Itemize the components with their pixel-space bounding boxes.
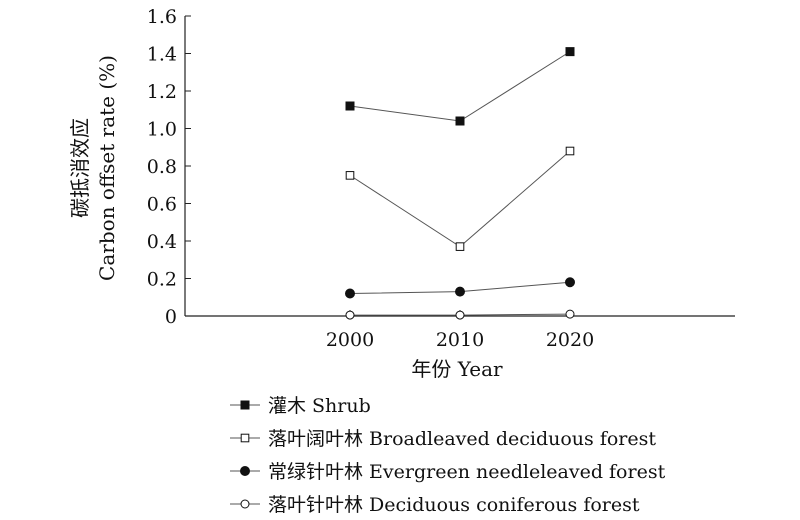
data-point xyxy=(345,288,355,299)
y-tick-label: 0 xyxy=(165,306,177,328)
legend-item: 灌木 Shrub xyxy=(230,395,371,417)
data-point xyxy=(455,116,465,126)
y-tick-label: 0.8 xyxy=(147,156,177,178)
x-axis-label: 年份 Year xyxy=(411,357,503,381)
y-tick-label: 1.2 xyxy=(147,81,177,103)
y-ticks: 0 0.2 0.4 0.6 0.8 1.0 1.2 1.4 1.6 xyxy=(147,6,191,328)
x-tick-label: 2020 xyxy=(546,329,594,351)
legend-marker xyxy=(240,433,250,443)
legend-item: 常绿针叶林 Evergreen needleleaved forest xyxy=(230,461,666,483)
series-line xyxy=(349,150,571,248)
legend-marker xyxy=(240,400,250,410)
plot-area: 0 0.2 0.4 0.6 0.8 1.0 1.2 1.4 1.6 2000 2010 2020 xyxy=(147,6,735,351)
legend-label: 落叶阔叶林 Broadleaved deciduous forest xyxy=(268,428,656,450)
data-point xyxy=(345,171,355,180)
data-point xyxy=(345,310,355,320)
data-point xyxy=(455,242,465,251)
data-point xyxy=(565,47,575,57)
data-point xyxy=(565,309,575,319)
x-ticks: 2000 2010 2020 xyxy=(326,310,594,351)
series-1 xyxy=(345,47,575,126)
x-tick-label: 2000 xyxy=(326,329,374,351)
legend-label: 落叶针叶林 Deciduous coniferous forest xyxy=(268,494,640,516)
y-axis-label-english: Carbon offset rate (%) xyxy=(95,55,119,281)
x-tick-label: 2010 xyxy=(436,329,484,351)
data-point xyxy=(455,286,465,297)
data-point xyxy=(345,101,355,111)
data-point xyxy=(455,310,465,320)
legend-item: 落叶针叶林 Deciduous coniferous forest xyxy=(230,494,640,516)
y-tick-label: 0.2 xyxy=(147,269,177,291)
data-point xyxy=(565,277,575,288)
y-tick-label: 0.6 xyxy=(147,194,177,216)
y-tick-label: 1.4 xyxy=(147,44,177,66)
legend-label: 灌木 Shrub xyxy=(268,395,371,417)
data-point xyxy=(565,146,575,156)
legend-marker xyxy=(240,499,250,509)
y-tick-label: 1.6 xyxy=(147,6,177,28)
axes xyxy=(184,16,735,317)
legend-item: 落叶阔叶林 Broadleaved deciduous forest xyxy=(230,428,656,450)
series-line xyxy=(349,51,571,122)
legend-marker xyxy=(240,466,250,476)
y-tick-label: 1.0 xyxy=(147,119,177,141)
y-tick-label: 0.4 xyxy=(147,231,177,253)
series-3 xyxy=(345,277,575,299)
series-group xyxy=(345,47,575,320)
legend: 灌木 Shrub 落叶阔叶林 Broadleaved deciduous fore… xyxy=(230,395,666,516)
legend-label: 常绿针叶林 Evergreen needleleaved forest xyxy=(268,461,666,483)
y-axis-label-chinese: 碳抵消效应 xyxy=(68,118,92,218)
series-2 xyxy=(345,146,575,251)
series-4 xyxy=(345,309,575,320)
